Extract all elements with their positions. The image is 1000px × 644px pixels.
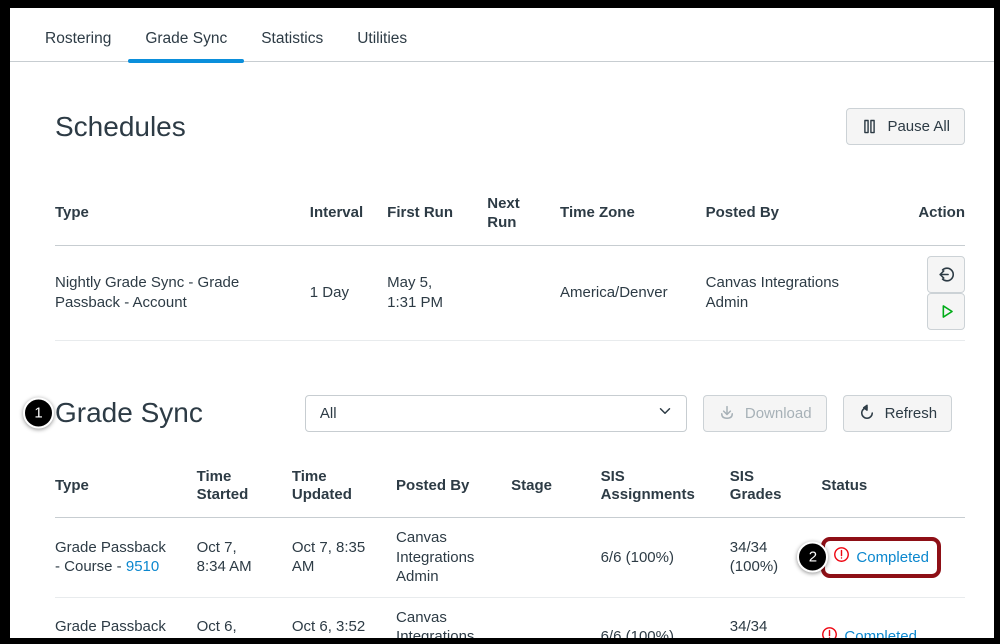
grade-sync-header: 1 Grade Sync All Download	[23, 394, 965, 432]
grade-sync-table: Type Time Started Time Updated Posted By…	[55, 457, 965, 638]
sync-sis-grades: 34/34 (100%)	[729, 597, 822, 638]
grade-sync-row: Grade Passback - Course - 9510 Oct 6, 3:…	[55, 597, 965, 638]
alert-icon	[821, 626, 838, 638]
sync-stage	[511, 597, 601, 638]
course-link[interactable]: 9510	[125, 558, 160, 576]
pause-icon	[861, 118, 878, 135]
refresh-label: Refresh	[884, 404, 938, 422]
col-sis-grades: SIS Grades	[729, 457, 822, 518]
pause-all-button[interactable]: Pause All	[846, 108, 965, 145]
reset-icon	[937, 265, 956, 284]
sync-sis-assignments: 6/6 (100%)	[600, 597, 730, 638]
schedules-table: Type Interval First Run Next Run Time Zo…	[55, 185, 965, 341]
download-button[interactable]: Download	[702, 394, 827, 432]
col-time-updated: Time Updated	[291, 457, 397, 518]
col-action: Action	[873, 185, 965, 246]
schedule-posted-by: Canvas Integrations Admin	[705, 245, 874, 341]
chevron-down-icon	[656, 402, 674, 424]
sync-time-updated: Oct 7, 8:35 AM	[291, 517, 397, 598]
annotation-step-1: 1	[23, 397, 54, 429]
status-annotation-box: 2 Completed	[797, 537, 941, 578]
tab-grade-sync[interactable]: Grade Sync	[128, 20, 245, 63]
reset-schedule-button[interactable]	[927, 255, 965, 293]
sync-time-updated: Oct 6, 3:52 PM	[291, 597, 397, 638]
app-window: Rostering Grade Sync Statistics Utilitie…	[10, 8, 994, 638]
tab-bar: Rostering Grade Sync Statistics Utilitie…	[10, 8, 994, 63]
schedule-type: Nightly Grade Sync - Grade Passback - Ac…	[55, 245, 310, 341]
run-schedule-button[interactable]	[927, 292, 965, 330]
sync-sis-grades: 34/34 (100%)	[729, 517, 822, 598]
sync-stage	[511, 517, 601, 598]
grade-sync-title: 1 Grade Sync	[23, 397, 203, 429]
sync-status: 2 Completed	[797, 517, 965, 598]
schedules-header: Schedules Pause All	[55, 108, 965, 145]
col-sis-assignments: SIS Assignments	[600, 457, 730, 518]
schedules-title: Schedules	[55, 110, 186, 142]
col-first-run: First Run	[387, 185, 488, 246]
main-content: Schedules Pause All Type Interval	[10, 108, 994, 638]
tab-utilities[interactable]: Utilities	[357, 30, 408, 47]
schedule-time-zone: America/Denver	[560, 245, 706, 341]
play-icon	[937, 302, 956, 321]
tab-rostering[interactable]: Rostering	[45, 30, 112, 47]
schedule-first-run: May 5, 1:31 PM	[387, 245, 488, 341]
schedules-header-row: Type Interval First Run Next Run Time Zo…	[55, 185, 965, 246]
status-link[interactable]: Completed	[844, 628, 917, 638]
sync-type: Grade Passback - Course - 9510	[55, 597, 197, 638]
col-type: Type	[55, 185, 310, 246]
tab-statistics[interactable]: Statistics	[261, 30, 324, 47]
col-time-zone: Time Zone	[560, 185, 706, 246]
grade-sync-header-row: Type Time Started Time Updated Posted By…	[55, 457, 965, 518]
schedule-interval: 1 Day	[309, 245, 388, 341]
schedule-next-run	[487, 245, 561, 341]
col-status: Status	[821, 457, 965, 518]
schedule-actions	[873, 245, 965, 341]
refresh-icon	[858, 404, 876, 422]
col-next-run: Next Run	[487, 185, 561, 246]
pause-all-label: Pause All	[887, 118, 950, 135]
grade-sync-row: Grade Passback - Course - 9510 Oct 7, 8:…	[55, 517, 965, 598]
annotation-step-2: 2	[797, 541, 829, 573]
col-time-started: Time Started	[196, 457, 292, 518]
status-wrap: Completed	[821, 626, 917, 638]
alert-icon	[833, 546, 850, 569]
sync-time-started: Oct 7, 8:34 AM	[196, 517, 292, 598]
sync-sis-assignments: 6/6 (100%)	[600, 517, 730, 598]
download-icon	[718, 404, 736, 422]
col-posted-by: Posted By	[396, 457, 512, 518]
col-stage: Stage	[511, 457, 601, 518]
filter-selected-value: All	[319, 404, 337, 422]
col-posted-by: Posted By	[705, 185, 874, 246]
refresh-button[interactable]: Refresh	[842, 394, 953, 432]
sync-type: Grade Passback - Course - 9510	[55, 517, 197, 598]
grade-sync-filter-select[interactable]: All	[304, 394, 687, 432]
download-label: Download	[744, 404, 812, 422]
col-type: Type	[55, 457, 197, 518]
schedule-row: Nightly Grade Sync - Grade Passback - Ac…	[55, 245, 965, 341]
sync-posted-by: Canvas Integrations Admin	[396, 517, 512, 598]
sync-status: Completed	[821, 597, 965, 638]
col-interval: Interval	[309, 185, 388, 246]
sync-time-started: Oct 6, 3:51 PM	[196, 597, 292, 638]
status-link[interactable]: Completed	[856, 548, 929, 566]
sync-posted-by: Canvas Integrations Admin	[396, 597, 512, 638]
